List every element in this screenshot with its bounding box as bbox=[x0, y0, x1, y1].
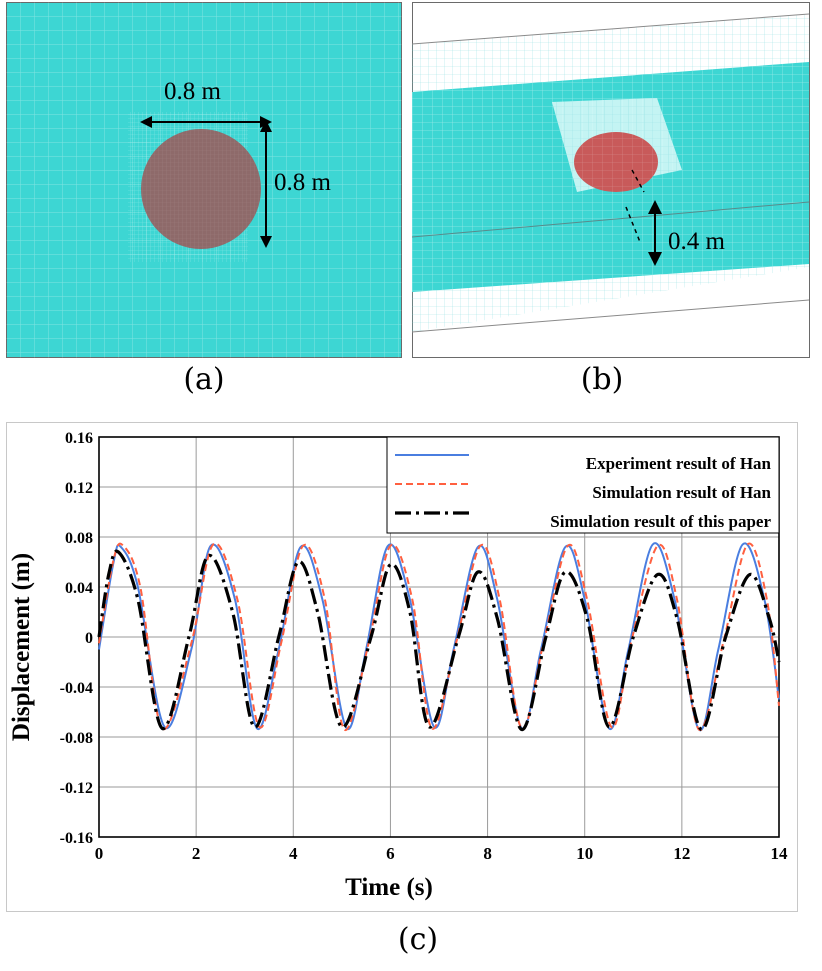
y-tick-label: -0.08 bbox=[60, 730, 93, 747]
panel-a-mesh-view bbox=[6, 2, 402, 358]
x-tick-label: 2 bbox=[192, 844, 201, 863]
panel-c-label: (c) bbox=[397, 922, 439, 957]
height-dimension-label: 0.8 m bbox=[274, 169, 331, 196]
width-dimension-label: 0.8 m bbox=[164, 78, 221, 105]
y-tick-label: 0 bbox=[85, 630, 93, 647]
panel-a: 0.8 m 0.8 m bbox=[6, 2, 402, 358]
x-tick-label: 4 bbox=[289, 844, 298, 863]
x-tick-label: 14 bbox=[771, 844, 789, 863]
x-tick-label: 6 bbox=[386, 844, 395, 863]
y-tick-label: -0.16 bbox=[60, 830, 93, 847]
panel-b-label: (b) bbox=[580, 362, 624, 397]
y-tick-label: 0.16 bbox=[65, 430, 93, 447]
displacement-chart: 0 2 4 6 8 10 12 14 0.16 0.12 0.08 0.04 0 -0.04 -0.08 -0… bbox=[8, 430, 789, 901]
y-tick-label: -0.04 bbox=[60, 680, 93, 697]
x-tick-label: 10 bbox=[576, 844, 593, 863]
legend-label: Simulation result of Han bbox=[592, 483, 771, 502]
series-line-simulation-result-of-han bbox=[98, 542, 780, 731]
y-tick-label: 0.04 bbox=[65, 580, 93, 597]
y-tick-label: 0.12 bbox=[65, 480, 93, 497]
y-tick-label: 0.08 bbox=[65, 530, 93, 547]
series-line-simulation-result-of-this-paper bbox=[97, 549, 781, 732]
x-axis-label: Time (s) bbox=[345, 874, 433, 901]
y-axis-label: Displacement (m) bbox=[8, 553, 35, 741]
draft-dimension-label: 0.4 m bbox=[668, 228, 725, 255]
legend-label: Experiment result of Han bbox=[586, 454, 772, 473]
panel-c-chart: 0 2 4 6 8 10 12 14 0.16 0.12 0.08 0.04 0 -0.04 -0.08 -0… bbox=[6, 422, 798, 912]
panel-a-label: (a) bbox=[183, 362, 225, 397]
legend-label: Simulation result of this paper bbox=[550, 512, 771, 531]
x-tick-label: 8 bbox=[483, 844, 492, 863]
panel-b-mesh-view bbox=[412, 2, 810, 358]
x-tick-label: 12 bbox=[673, 844, 690, 863]
panel-b: 0.4 m bbox=[412, 2, 810, 358]
y-tick-label: -0.12 bbox=[60, 780, 93, 797]
x-tick-label: 0 bbox=[95, 844, 104, 863]
